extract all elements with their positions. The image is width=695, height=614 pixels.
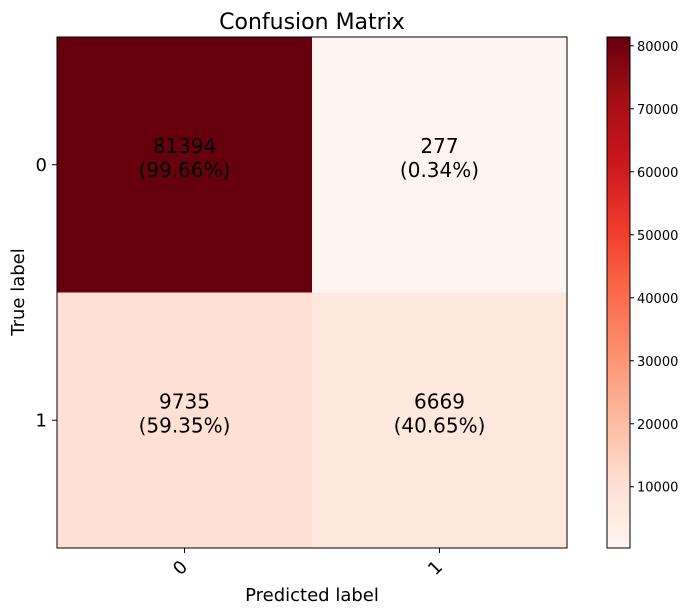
colorbar-tick-label-60000: 60000: [637, 166, 678, 181]
y-tick-label-0: 0: [36, 155, 47, 176]
heatmap-cells: [57, 37, 567, 548]
x-axis-label: Predicted label: [245, 585, 379, 606]
cell-1-0: [57, 292, 312, 548]
y-axis-label: True label: [8, 248, 29, 337]
colorbar-tick-label-50000: 50000: [637, 229, 678, 244]
cell-label-1-1: 6669 (40.65%): [394, 389, 486, 437]
y-axis-ticks: 01: [36, 155, 57, 431]
cell-0-0: [57, 37, 312, 293]
cell-label-0-0: 81394 (99.66%): [139, 134, 231, 182]
colorbar: [606, 36, 631, 549]
chart-title: Confusion Matrix: [219, 10, 405, 35]
cell-label-0-1: 277 (0.34%): [400, 134, 479, 182]
cell-1-1: [312, 292, 567, 548]
cell-label-1-0: 9735 (59.35%): [139, 389, 231, 437]
cell-0-1: [312, 37, 567, 293]
colorbar-tick-label-20000: 20000: [637, 418, 678, 433]
colorbar-ticks: 10000 20000 30000 40000 50000 60000 70000 80000: [630, 40, 678, 496]
heatmap-cell-labels: 81394 (99.66%) 277 (0.34%) 9735 (59.35%) 6669(…: [139, 134, 486, 438]
x-tick-label-1: 1: [424, 557, 447, 580]
colorbar-tick-label-10000: 10000: [637, 481, 678, 496]
plot-frame: [56, 36, 568, 549]
colorbar-tick-label-30000: 30000: [637, 355, 678, 370]
colorbar-tick-label-70000: 70000: [637, 103, 678, 118]
colorbar-tick-label-40000: 40000: [637, 292, 678, 307]
colorbar-tick-label-80000: 80000: [637, 40, 678, 55]
x-tick-label-0: 0: [169, 557, 192, 580]
y-tick-label-1: 1: [36, 410, 47, 431]
